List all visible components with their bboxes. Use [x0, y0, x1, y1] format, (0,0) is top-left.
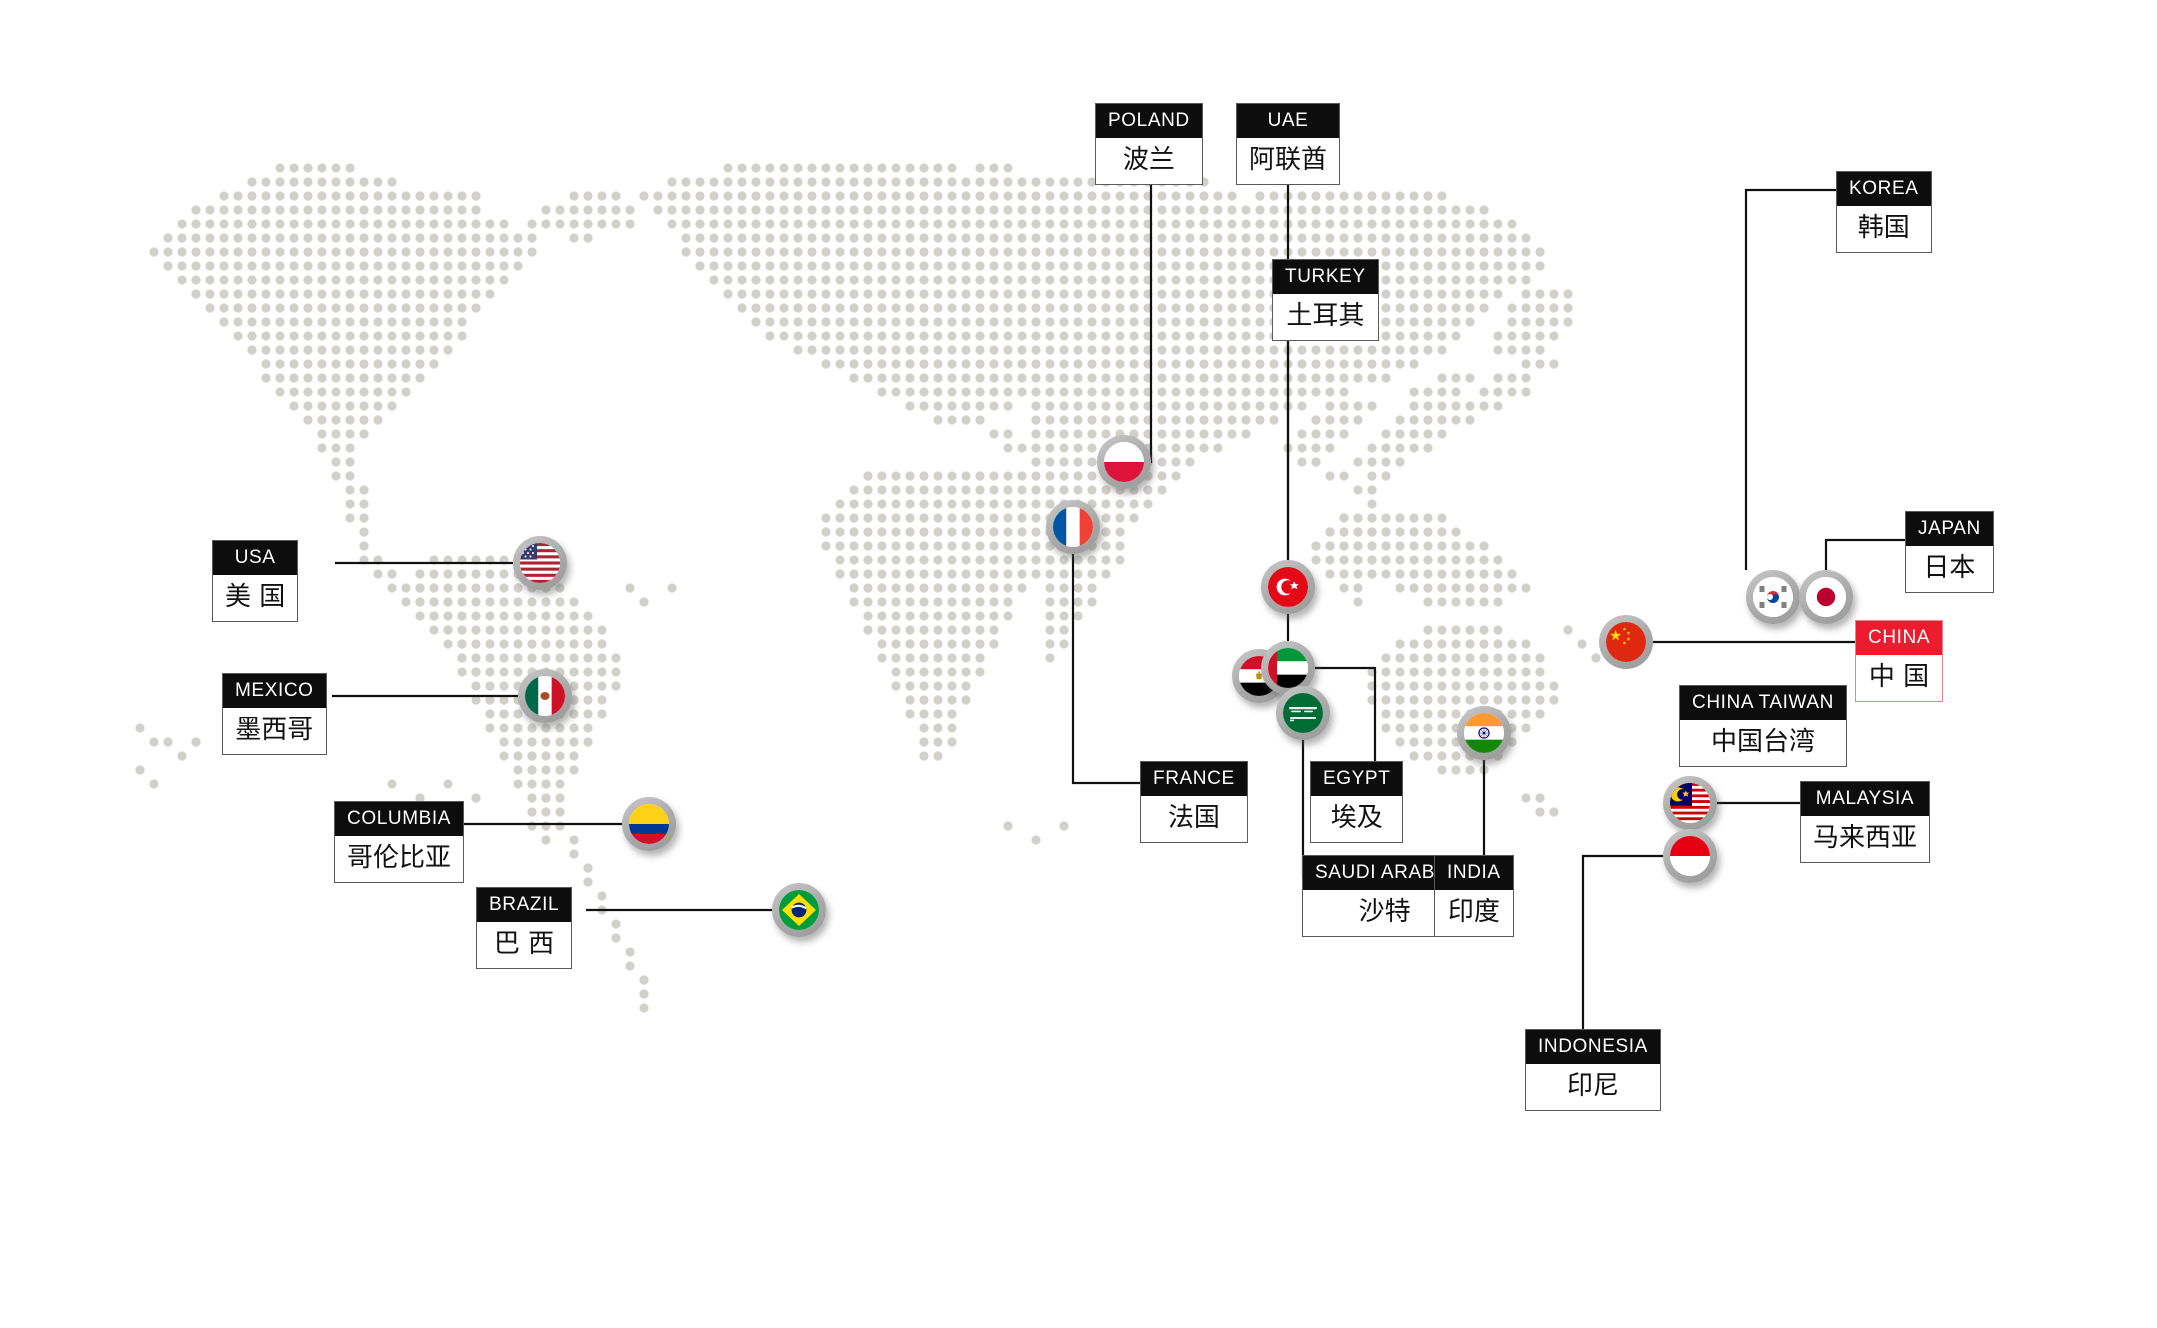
- flag-china-icon: [1606, 622, 1646, 662]
- callout-brazil[interactable]: BRAZIL 巴 西: [476, 887, 573, 969]
- pin-china[interactable]: [1599, 615, 1653, 669]
- flag-india-icon: [1464, 713, 1504, 753]
- callout-turkey[interactable]: TURKEY 土耳其: [1272, 259, 1379, 341]
- callout-korea-caption: KOREA: [1837, 172, 1931, 206]
- callout-india-chinese: 印度: [1447, 897, 1500, 927]
- callout-columbia-caption: COLUMBIA: [335, 802, 464, 836]
- callout-mexico[interactable]: MEXICO 墨西哥: [222, 673, 327, 755]
- flag-colombia-icon: [629, 804, 669, 844]
- flag-south-korea-icon: [1753, 577, 1793, 617]
- flag-turkey-icon: [1268, 567, 1308, 607]
- flag-saudi-arabia-icon: [1283, 693, 1323, 733]
- callout-malaysia[interactable]: MALAYSIA 马来西亚: [1800, 781, 1931, 863]
- callout-china-caption: CHINA: [1856, 621, 1943, 655]
- flag-mexico-icon: [525, 676, 565, 716]
- flag-indonesia-icon: [1670, 836, 1710, 876]
- callout-poland-caption: POLAND: [1096, 104, 1202, 138]
- callout-columbia[interactable]: COLUMBIA 哥伦比亚: [334, 801, 465, 883]
- pin-korea[interactable]: [1746, 570, 1800, 624]
- callout-columbia-chinese: 哥伦比亚: [347, 843, 452, 873]
- callout-indonesia-caption: INDONESIA: [1526, 1030, 1660, 1064]
- callout-france-caption: FRANCE: [1141, 762, 1247, 796]
- callout-egypt-caption: EGYPT: [1311, 762, 1403, 796]
- pin-saudi-arabia[interactable]: [1276, 686, 1330, 740]
- pin-indonesia[interactable]: [1663, 829, 1717, 883]
- callout-brazil-chinese: 巴 西: [493, 929, 555, 959]
- callout-uae[interactable]: UAE 阿联酋: [1236, 103, 1341, 185]
- flag-poland-icon: [1104, 442, 1144, 482]
- pin-turkey[interactable]: [1261, 560, 1315, 614]
- pin-poland[interactable]: [1097, 435, 1151, 489]
- pin-japan[interactable]: [1799, 570, 1853, 624]
- callout-japan-chinese: 日本: [1923, 553, 1976, 583]
- callout-turkey-chinese: 土耳其: [1286, 301, 1365, 331]
- callout-india[interactable]: INDIA 印度: [1434, 855, 1514, 937]
- callout-uae-chinese: 阿联酋: [1249, 145, 1328, 175]
- flag-uae-icon: [1268, 648, 1308, 688]
- callout-egypt[interactable]: EGYPT 埃及: [1310, 761, 1404, 843]
- callout-indonesia-chinese: 印尼: [1566, 1071, 1619, 1101]
- callout-turkey-caption: TURKEY: [1273, 260, 1378, 294]
- pin-france[interactable]: [1046, 500, 1100, 554]
- callout-poland-chinese: 波兰: [1122, 145, 1175, 175]
- callout-japan-caption: JAPAN: [1906, 512, 1993, 546]
- flag-malaysia-icon: [1670, 783, 1710, 823]
- pin-brazil[interactable]: [772, 883, 826, 937]
- callout-china-chinese: 中 国: [1868, 662, 1930, 692]
- callout-china-taiwan[interactable]: CHINA TAIWAN 中国台湾: [1679, 685, 1847, 767]
- callout-china-taiwan-caption: CHINA TAIWAN: [1680, 686, 1846, 720]
- callout-india-caption: INDIA: [1435, 856, 1513, 890]
- callout-korea[interactable]: KOREA 韩国: [1836, 171, 1932, 253]
- callout-china-taiwan-chinese: 中国台湾: [1710, 727, 1815, 757]
- callout-malaysia-chinese: 马来西亚: [1813, 823, 1918, 853]
- flag-usa-icon: [520, 543, 560, 583]
- callout-japan[interactable]: JAPAN 日本: [1905, 511, 1994, 593]
- callout-korea-chinese: 韩国: [1857, 213, 1910, 243]
- callout-france[interactable]: FRANCE 法国: [1140, 761, 1248, 843]
- flag-france-icon: [1053, 507, 1093, 547]
- pin-malaysia[interactable]: [1663, 776, 1717, 830]
- pin-india[interactable]: [1457, 706, 1511, 760]
- callout-mexico-chinese: 墨西哥: [235, 715, 314, 745]
- callout-mexico-caption: MEXICO: [223, 674, 326, 708]
- callout-uae-caption: UAE: [1237, 104, 1340, 138]
- callout-saudi-arabia-chinese: 沙特: [1358, 897, 1411, 927]
- callout-indonesia[interactable]: INDONESIA 印尼: [1525, 1029, 1661, 1111]
- callout-malaysia-caption: MALAYSIA: [1801, 782, 1930, 816]
- callout-poland[interactable]: POLAND 波兰: [1095, 103, 1203, 185]
- pin-mexico[interactable]: [518, 669, 572, 723]
- callout-usa[interactable]: USA 美 国: [212, 540, 299, 622]
- callout-brazil-caption: BRAZIL: [477, 888, 572, 922]
- callout-usa-chinese: 美 国: [225, 582, 286, 612]
- callout-china[interactable]: CHINA 中 国: [1855, 620, 1944, 702]
- callout-egypt-chinese: 埃及: [1330, 803, 1383, 833]
- pin-columbia[interactable]: [622, 797, 676, 851]
- pin-usa[interactable]: [513, 536, 567, 590]
- callout-france-chinese: 法国: [1167, 803, 1220, 833]
- callout-usa-caption: USA: [213, 541, 298, 575]
- flag-brazil-icon: [779, 890, 819, 930]
- flag-japan-icon: [1806, 577, 1846, 617]
